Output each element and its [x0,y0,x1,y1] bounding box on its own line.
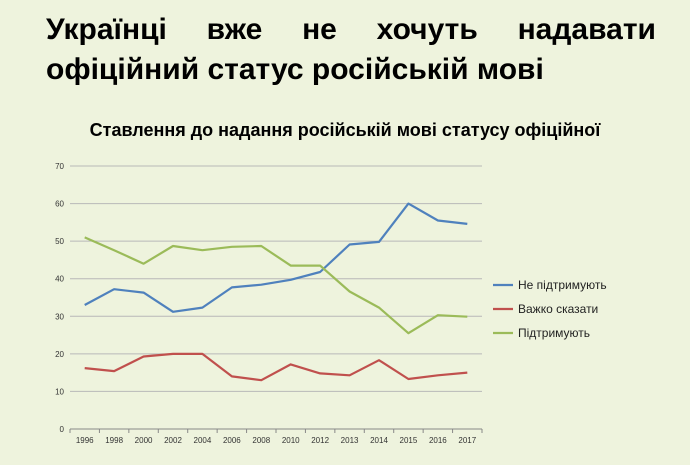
y-tick-label: 10 [55,387,64,396]
legend-label: Не підтримують [518,278,607,292]
x-tick-label: 1996 [76,436,94,445]
x-tick-label: 2014 [370,436,388,445]
y-tick-label: 70 [55,162,64,171]
x-tick-label: 2015 [400,436,418,445]
x-tick-label: 2000 [135,436,153,445]
x-tick-label: 2013 [341,436,359,445]
x-tick-label: 2012 [311,436,329,445]
legend-label: Важко сказати [518,302,598,316]
x-tick-label: 2008 [252,436,270,445]
series-line-2 [84,352,468,382]
legend-label: Підтримують [518,326,590,340]
x-tick-label: 1998 [105,436,123,445]
slide-title-line1: Українці вже не хочуть надавати [46,10,656,50]
chart-title: Ставлення до надання російській мові ста… [89,120,601,140]
x-tick-label: 2016 [429,436,447,445]
x-tick-label: 2006 [223,436,241,445]
title-word: хочуть [376,13,478,46]
x-tick-label: 2010 [282,436,300,445]
y-tick-label: 60 [55,200,64,209]
title-word: вже [206,13,263,46]
y-tick-label: 40 [55,275,64,284]
series-line-1 [84,202,468,313]
title-word: надавати [517,13,656,46]
slide-title-line2: офіційний статус російській мові [46,53,544,86]
y-tick-label: 20 [55,350,64,359]
y-tick-label: 30 [55,312,64,321]
x-tick-label: 2004 [194,436,212,445]
title-word: Українці [46,13,167,46]
series-line-3 [84,236,468,335]
y-tick-label: 50 [55,237,64,246]
slide-title: Українці вже не хочуть надавати офіційни… [46,10,656,90]
x-tick-label: 2002 [164,436,182,445]
x-tick-label: 2017 [458,436,476,445]
title-word: не [302,13,337,46]
y-tick-label: 0 [60,425,65,434]
